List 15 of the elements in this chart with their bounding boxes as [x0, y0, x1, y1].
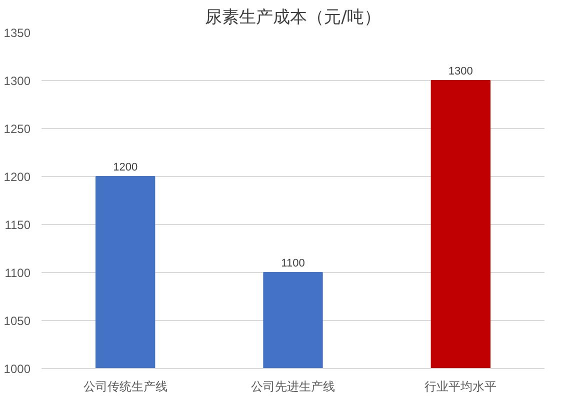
- data-label: 1200: [113, 162, 138, 174]
- y-tick-label: 1100: [4, 266, 31, 280]
- y-tick-label: 1000: [4, 362, 31, 376]
- x-tick-label: 行业平均水平: [424, 380, 497, 394]
- data-label: 1100: [281, 258, 305, 270]
- chart-title: 尿素生产成本（元/吨）: [205, 8, 381, 28]
- y-tick-label: 1200: [4, 170, 31, 184]
- y-tick-label: 1150: [4, 218, 31, 232]
- y-tick-label: 1350: [4, 26, 31, 40]
- y-tick-label: 1300: [4, 74, 31, 88]
- y-tick-label: 1050: [4, 314, 31, 328]
- x-tick-label: 公司传统生产线: [83, 380, 168, 394]
- data-label: 1300: [448, 66, 473, 78]
- y-tick-label: 1250: [4, 122, 31, 136]
- x-tick-label: 公司先进生产线: [251, 380, 335, 394]
